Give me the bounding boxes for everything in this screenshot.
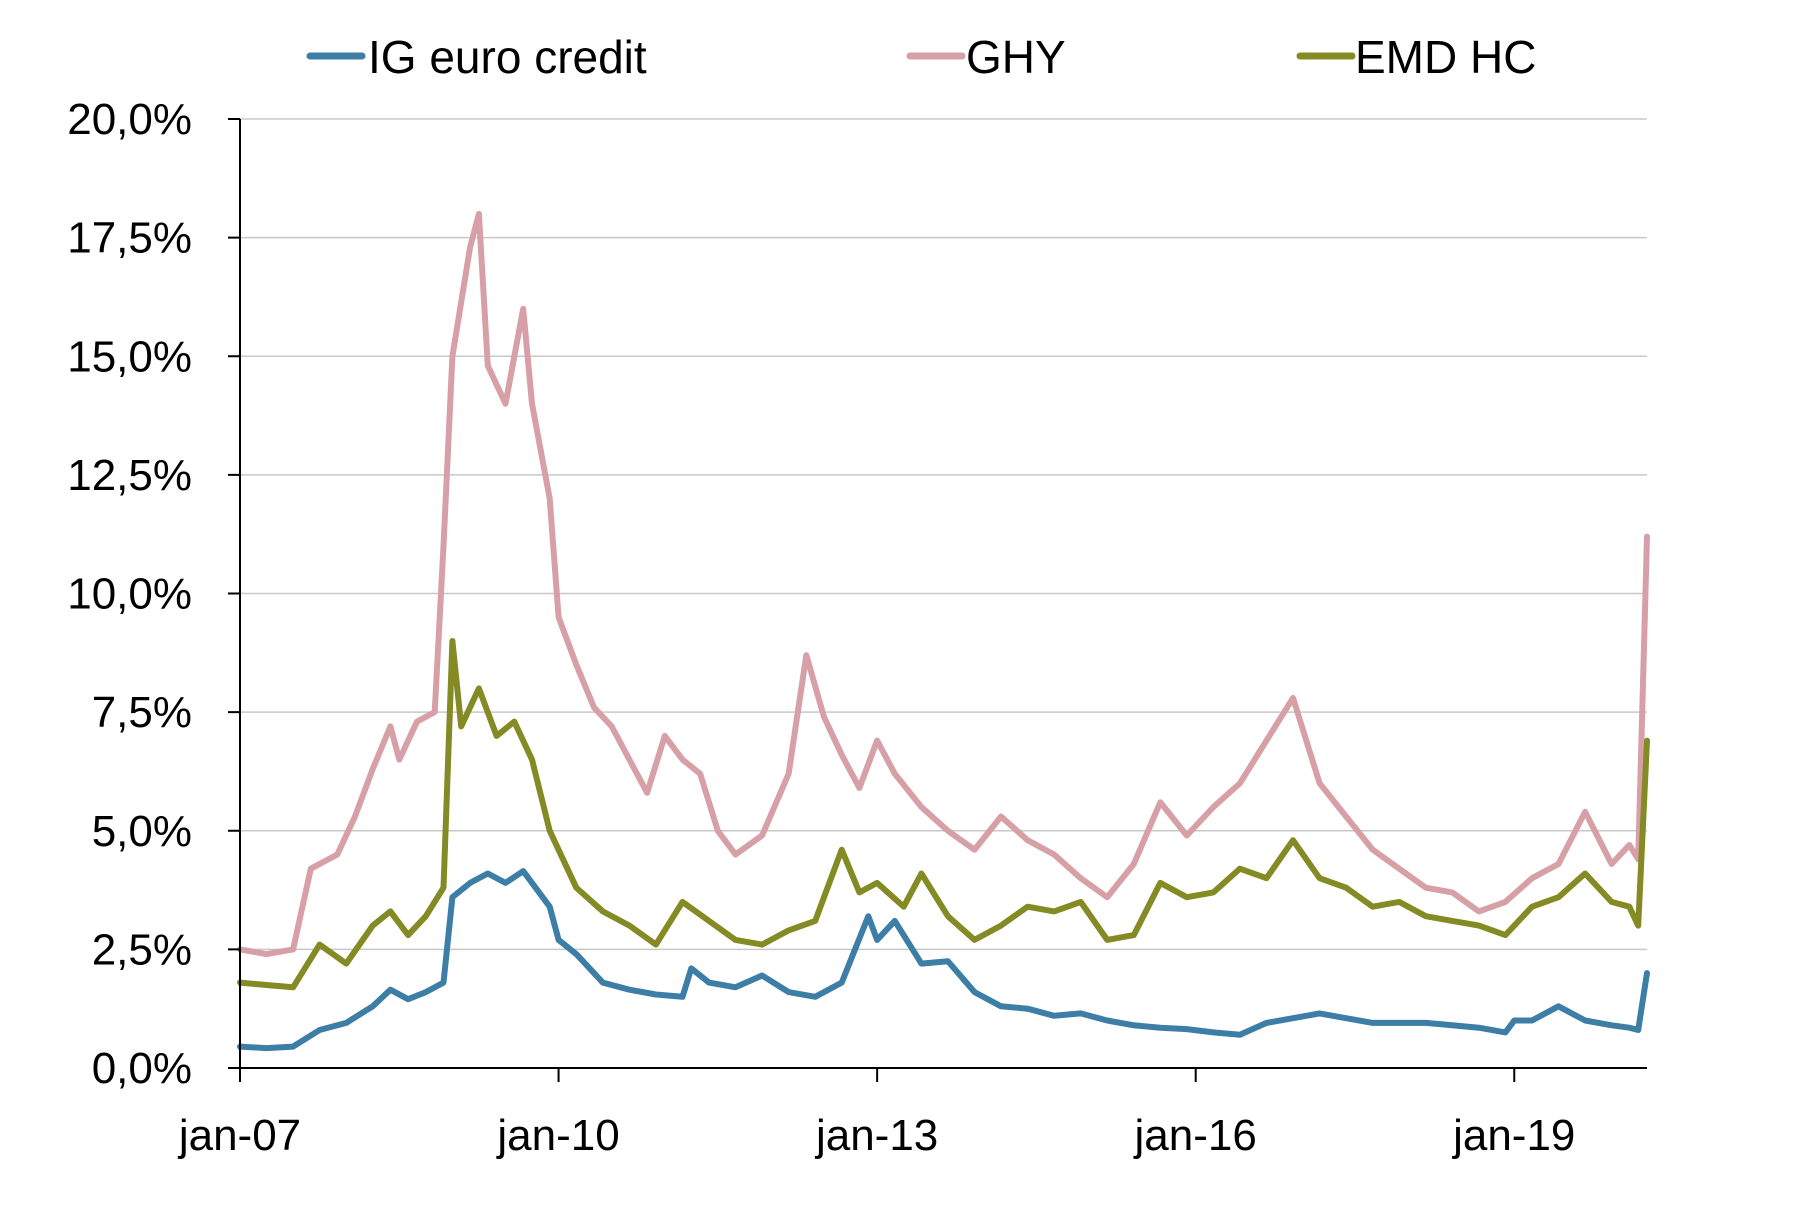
y-axis-ticks: 0,0% 2,5% 5,0% 7,5% 10,0% 12,5% 15,0% 17,5% 20,0… [67, 95, 240, 1093]
x-axis-ticks: jan-07 jan-10 jan-13 jan-16 jan-19 [177, 1068, 1575, 1160]
x-tick-label: jan-07 [177, 1111, 301, 1160]
y-tick-label: 20,0% [67, 95, 192, 144]
y-tick-label: 17,5% [67, 214, 192, 263]
x-tick-label: jan-10 [495, 1111, 619, 1160]
y-tick-label: 12,5% [67, 451, 192, 500]
y-tick-label: 2,5% [92, 925, 192, 974]
legend-label-ig-euro-credit: IG euro credit [368, 31, 647, 83]
y-tick-label: 10,0% [67, 570, 192, 619]
y-tick-label: 7,5% [92, 688, 192, 737]
x-tick-label: jan-13 [814, 1111, 938, 1160]
series-line-ghy [237, 210, 1650, 958]
x-tick-label: jan-16 [1133, 1111, 1257, 1160]
y-tick-label: 0,0% [92, 1044, 192, 1093]
y-tick-label: 5,0% [92, 807, 192, 856]
y-tick-label: 15,0% [67, 332, 192, 381]
legend-label-emd-hc: EMD HC [1355, 31, 1536, 83]
series-lines [237, 210, 1650, 1052]
x-tick-label: jan-19 [1451, 1111, 1575, 1160]
legend-label-ghy: GHY [966, 31, 1066, 83]
legend: IG euro credit GHY EMD HC [306, 31, 1536, 83]
series-line-emd-hc [237, 638, 1650, 991]
series-line-ig-euro-credit [237, 868, 1650, 1052]
